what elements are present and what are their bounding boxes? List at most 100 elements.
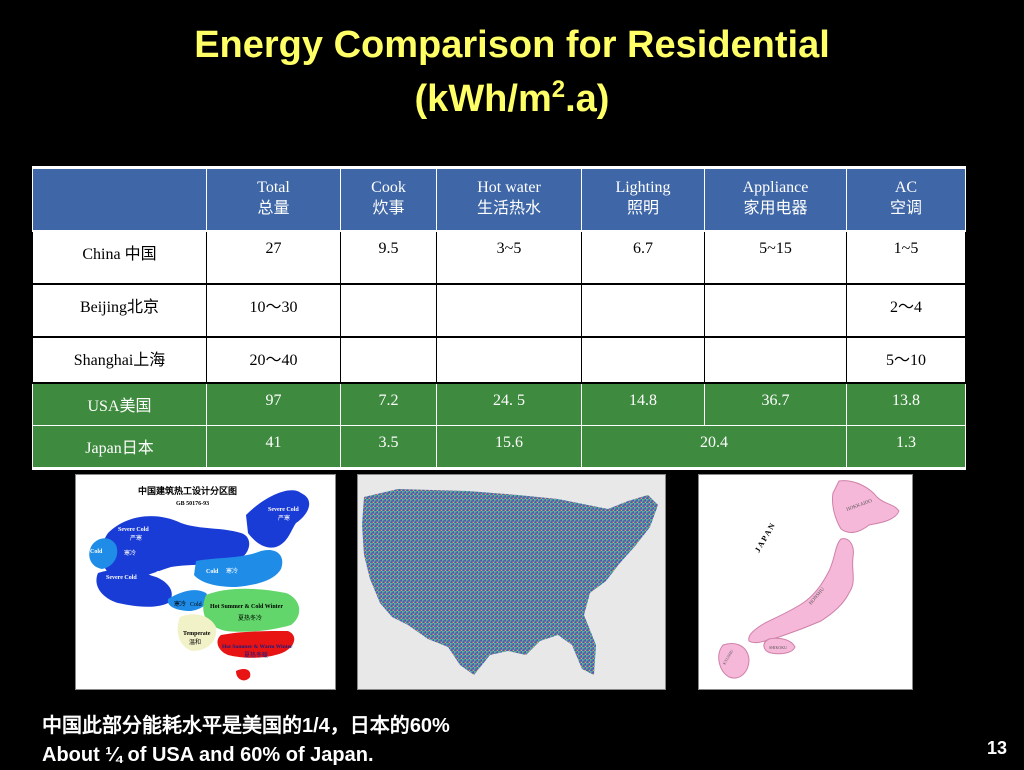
zone-label: Temperate [183,631,211,637]
title-line-2: (kWh/m2.a) [0,72,1024,126]
zone-label: Severe Cold [118,527,149,533]
table-cell: 1.3 [846,425,966,470]
header-cell-ac: AC 空调 [846,166,966,232]
row-label: China 中国 [32,231,207,285]
table-header-row: Total 总量 Cook 炊事 Hot water 生活热水 Lighting 照明 … [32,166,966,232]
usa-landmass [362,489,658,675]
table-cell-merged: 20.4 [581,425,847,470]
zone-severe-cold-northeast [246,490,310,548]
table-cell: 3.5 [340,425,437,470]
usa-energy-map [357,474,666,690]
header-cell-total: Total 总量 [206,166,341,232]
zone-label: Cold [206,569,219,575]
china-map-graphic: 中国建筑热工设计分区图 GB 50176-93 Severe Cold 严寒 S… [89,485,310,681]
china-map-title: 中国建筑热工设计分区图 [138,485,237,496]
title-unit-b: .a) [565,78,610,120]
zone-label: Severe Cold [268,507,299,513]
zone-label: 夏热冬暖 [244,651,268,659]
table-cell: 20～40 [206,337,341,384]
zone-hot-summer-cold-winter [203,588,300,632]
table-cell: 97 [206,383,341,426]
table-cell: 10～30 [206,284,341,338]
shikoku-label: SHIKOKU [769,645,787,650]
table-cell: 1~5 [846,231,966,285]
zone-hot-summer-warm-winter [217,631,295,658]
zone-label: 寒冷 [124,549,136,557]
table-row-beijing: Beijing北京 10～30 2～4 [32,284,966,338]
slide-caption: 中国此部分能耗水平是美国的1/4，日本的60% About ¼ of USA a… [42,712,450,770]
zone-cold-central [194,549,283,587]
row-label: Japan日本 [32,425,207,470]
table-cell: 24. 5 [436,383,582,426]
shikoku-island [763,637,796,655]
honshu-island [748,538,854,644]
table-cell: 14.8 [581,383,705,426]
table-row-shanghai: Shanghai上海 20～40 5～10 [32,337,966,384]
zone-label: 寒冷 [174,600,186,608]
japan-map: J A P A N HOKKAIDO HONSHU KYUSHU SHIKOKU [698,474,913,690]
japan-label: J A P A N [753,522,777,554]
table-cell: 6.7 [581,231,705,285]
table-cell: 15.6 [436,425,582,470]
zone-label: Cold [190,602,202,608]
table-cell: 9.5 [340,231,437,285]
zone-label: Hot Summer & Cold Winter [210,604,283,610]
table-cell [436,284,582,338]
table-cell [581,337,705,384]
zone-label: 夏热冬冷 [238,614,262,622]
hokkaido-island [832,480,900,533]
table-cell: 3~5 [436,231,582,285]
table-cell [581,284,705,338]
table-cell [340,337,437,384]
japan-map-graphic: J A P A N HOKKAIDO HONSHU KYUSHU SHIKOKU [718,480,900,679]
table-cell [704,284,847,338]
caption-english: About ¼ of USA and 60% of Japan. [42,744,374,766]
zone-label: 温和 [189,638,201,646]
table-cell: 13.8 [846,383,966,426]
row-label: Shanghai上海 [32,337,207,384]
kyushu-island [718,643,750,679]
china-map-subtitle: GB 50176-93 [176,501,209,507]
title-unit-sup: 2 [551,76,566,103]
header-cell-empty [32,166,207,232]
china-climate-zone-map: 中国建筑热工设计分区图 GB 50176-93 Severe Cold 严寒 S… [75,474,336,690]
zone-label: Severe Cold [106,575,137,581]
row-label: Beijing北京 [32,284,207,338]
zone-temperate [177,614,217,651]
slide-title: Energy Comparison for Residential (kWh/m… [0,18,1024,126]
zone-hainan [236,669,251,681]
header-cell-cook: Cook 炊事 [340,166,437,232]
table-cell: 27 [206,231,341,285]
table-cell: 2～4 [846,284,966,338]
zone-label: 严寒 [156,570,168,578]
zone-cold-south [167,590,209,611]
zone-severe-cold-plateau [96,569,172,607]
zone-label: Cold [90,549,103,555]
zone-label: Hot Summer & Warm Winter [222,644,293,650]
header-cell-hot-water: Hot water 生活热水 [436,166,582,232]
table-cell: 5~15 [704,231,847,285]
table-cell: 5～10 [846,337,966,384]
table-cell [436,337,582,384]
table-row-japan: Japan日本 41 3.5 15.6 20.4 1.3 [32,425,966,470]
page-number: 13 [987,738,1008,758]
title-unit-a: (kWh/m [414,78,552,120]
usa-map-graphic [362,489,658,675]
zone-label: 严寒 [278,514,290,522]
table-row-usa: USA美国 97 7.2 24. 5 14.8 36.7 13.8 [32,383,966,426]
table-cell: 7.2 [340,383,437,426]
table-cell: 36.7 [704,383,847,426]
zone-label: 寒冷 [226,567,238,575]
zone-cold-west [89,538,118,569]
energy-comparison-table: Total 总量 Cook 炊事 Hot water 生活热水 Lighting 照明 … [32,166,966,470]
title-line-1: Energy Comparison for Residential [194,24,830,66]
header-cell-lighting: Lighting 照明 [581,166,705,232]
table-cell: 41 [206,425,341,470]
table-cell [340,284,437,338]
header-cell-appliance: Appliance 家用电器 [704,166,847,232]
row-label: USA美国 [32,383,207,426]
table-row-china: China 中国 27 9.5 3~5 6.7 5~15 1~5 [32,231,966,285]
zone-label: 严寒 [130,534,142,542]
caption-chinese: 中国此部分能耗水平是美国的1/4，日本的60% [42,715,450,737]
table-cell [704,337,847,384]
